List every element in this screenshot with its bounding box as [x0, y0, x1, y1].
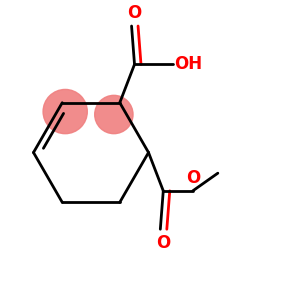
Circle shape [95, 95, 133, 134]
Text: O: O [186, 169, 200, 187]
Circle shape [43, 89, 87, 134]
Text: O: O [156, 234, 170, 252]
Text: O: O [128, 4, 142, 22]
Text: OH: OH [174, 56, 202, 74]
